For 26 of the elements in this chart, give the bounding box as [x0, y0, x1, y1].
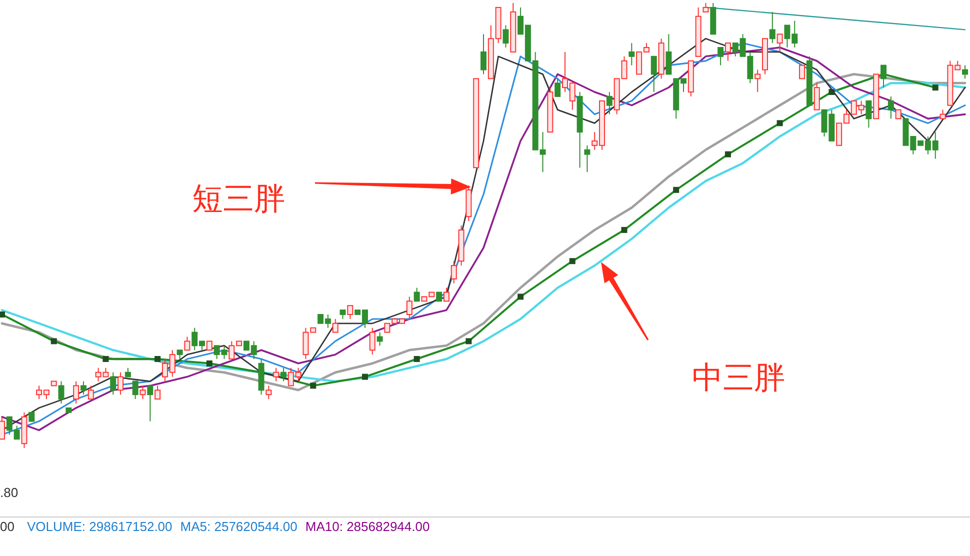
point: [569, 258, 576, 264]
annotation: 中三胖: [692, 360, 785, 395]
point: [206, 360, 212, 366]
point: [932, 84, 938, 91]
point: [466, 338, 472, 344]
point: [776, 120, 783, 126]
text: MA5: 257620544.00: [180, 519, 298, 534]
point: [154, 356, 161, 362]
text: .80: [0, 485, 18, 500]
candlestick: [628, 42, 635, 66]
point: [362, 374, 368, 380]
point: [0, 312, 5, 318]
point: [102, 356, 109, 362]
point: [310, 382, 316, 389]
point: [414, 356, 420, 362]
text: 00: [0, 519, 14, 534]
candlestick: [932, 132, 938, 160]
point: [50, 338, 57, 344]
point: [621, 226, 628, 233]
point: [724, 151, 731, 158]
point: [518, 294, 524, 300]
candlestick: [540, 132, 546, 173]
annotation: 短三胖: [192, 181, 285, 216]
text: VOLUME: 298617152.00: [27, 519, 172, 534]
point: [673, 186, 680, 193]
text: MA10: 285682944.00: [305, 519, 430, 534]
